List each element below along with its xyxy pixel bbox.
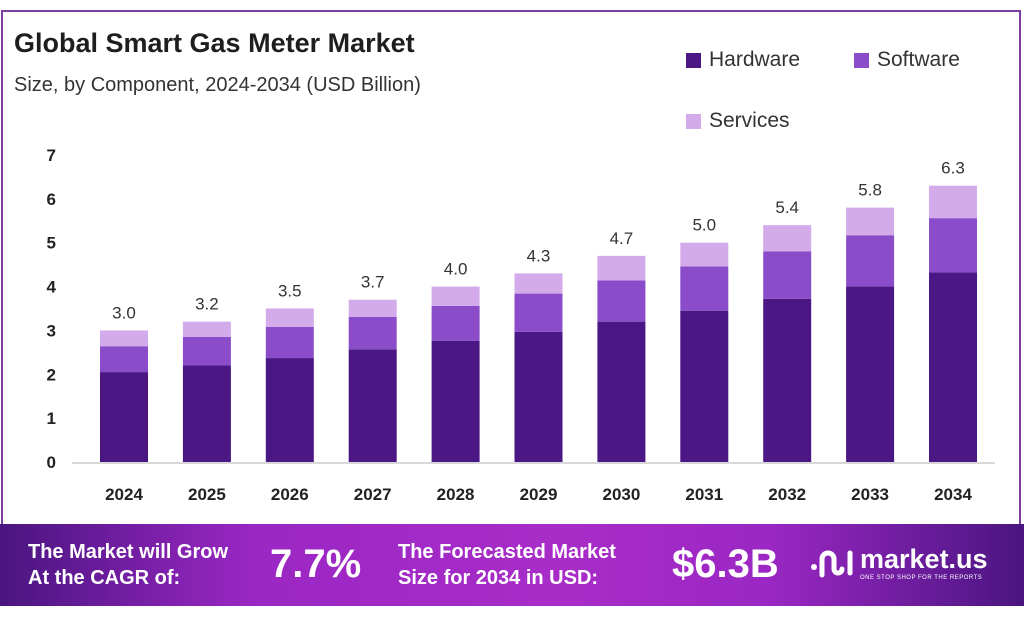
data-label: 4.3 (527, 246, 551, 265)
bar-segment-services (597, 255, 646, 281)
x-tick-label: 2034 (934, 485, 972, 504)
chart-plot: 0 1 2 3 4 5 6 7 3.0 2024 3.2 2025 3.5 2026 3.7 2027 4.0 2… (47, 146, 995, 504)
bar-segment-services (929, 185, 977, 219)
legend-label: Software (877, 48, 960, 71)
bar-segment-hardware (100, 372, 148, 462)
bar-segment-services (348, 299, 397, 317)
bar-segment-services (846, 207, 895, 236)
forecast-label: The Forecasted Market Size for 2034 in U… (398, 539, 616, 591)
x-tick-label: 2031 (685, 485, 723, 504)
bar-segment-software (265, 326, 314, 359)
legend-swatch (686, 52, 701, 68)
legend-label: Services (709, 109, 790, 132)
legend-label: Hardware (709, 48, 801, 71)
y-tick-label: 1 (47, 409, 56, 428)
bar-segment-software (100, 346, 148, 373)
chart-frame (1, 10, 1021, 524)
bar-segment-services (431, 286, 480, 306)
cagr-value: 7.7% (270, 542, 362, 586)
bar-segment-software (846, 235, 895, 287)
x-tick-label: 2027 (354, 485, 392, 504)
legend-services: Services (686, 109, 790, 133)
bar-segment-hardware (846, 286, 895, 462)
y-tick-label: 5 (47, 234, 56, 253)
bar-segment-hardware (514, 331, 563, 462)
forecast-value: $6.3B (672, 542, 779, 586)
data-label: 6.3 (941, 159, 965, 178)
market-us-logo: market.us ONE STOP SHOP FOR THE REPORTS (808, 544, 988, 581)
y-tick-label: 0 (47, 453, 56, 472)
bar-segment-hardware (763, 298, 812, 462)
y-tick-label: 4 (47, 278, 57, 297)
legend-hardware: Hardware (686, 48, 800, 72)
chart-title: Global Smart Gas Meter Market (14, 28, 415, 58)
bar-segment-services (182, 321, 231, 338)
chart-subtitle: Size, by Component, 2024-2034 (USD Billi… (14, 74, 421, 96)
bar-segment-hardware (929, 272, 977, 462)
x-tick-label: 2033 (851, 485, 889, 504)
x-tick-label: 2032 (768, 485, 806, 504)
logo-tagline: ONE STOP SHOP FOR THE REPORTS (860, 575, 983, 581)
bar-segment-software (348, 316, 397, 350)
logo-name: market.us (860, 544, 988, 574)
bar-segment-software (929, 218, 977, 273)
bar-segment-software (431, 305, 480, 341)
footer-banner: The Market will Grow At the CAGR of: 7.7… (0, 524, 1024, 606)
bar-segment-services (680, 242, 729, 267)
forecast-label-line: The Forecasted Market (398, 541, 616, 563)
x-tick-label: 2028 (437, 485, 475, 504)
bar-segment-services (265, 308, 314, 327)
legend-swatch (686, 113, 701, 129)
bar-segment-hardware (597, 321, 646, 462)
data-label: 5.4 (775, 198, 799, 217)
bar-segment-hardware (680, 310, 729, 462)
x-tick-label: 2029 (520, 485, 558, 504)
data-label: 3.0 (112, 303, 136, 322)
data-label: 4.0 (444, 260, 468, 279)
bar-segment-services (514, 273, 563, 294)
data-label: 5.8 (858, 181, 882, 200)
logo-mark-icon (811, 550, 853, 577)
forecast-label-line: Size for 2034 in USD: (398, 567, 599, 589)
bar-segment-hardware (431, 340, 480, 462)
legend-software: Software (854, 48, 960, 72)
bar-segment-hardware (182, 365, 231, 462)
bar-segment-services (763, 225, 812, 252)
bar-segment-software (514, 293, 563, 332)
y-tick-label: 3 (47, 321, 56, 340)
bar-segment-hardware (265, 358, 314, 462)
cagr-label-line: The Market will Grow (28, 541, 229, 563)
legend-swatch (854, 52, 869, 68)
y-tick-label: 7 (47, 146, 56, 165)
data-label: 5.0 (692, 216, 716, 235)
bar-segment-software (763, 251, 812, 299)
x-tick-label: 2030 (602, 485, 640, 504)
bar-segment-software (182, 337, 231, 366)
bar-segment-services (100, 330, 148, 347)
x-tick-label: 2024 (105, 485, 143, 504)
y-tick-label: 2 (47, 365, 56, 384)
data-label: 3.2 (195, 295, 219, 314)
data-label: 3.7 (361, 273, 385, 292)
x-tick-label: 2025 (188, 485, 226, 504)
data-label: 3.5 (278, 282, 302, 301)
data-label: 4.7 (610, 229, 634, 248)
bar-segment-hardware (348, 349, 397, 462)
cagr-label: The Market will Grow At the CAGR of: (28, 539, 228, 591)
cagr-label-line: At the CAGR of: (28, 567, 181, 589)
x-tick-label: 2026 (271, 485, 309, 504)
y-tick-label: 6 (47, 190, 56, 209)
bar-segment-software (680, 266, 729, 311)
bar-segment-software (597, 280, 646, 322)
